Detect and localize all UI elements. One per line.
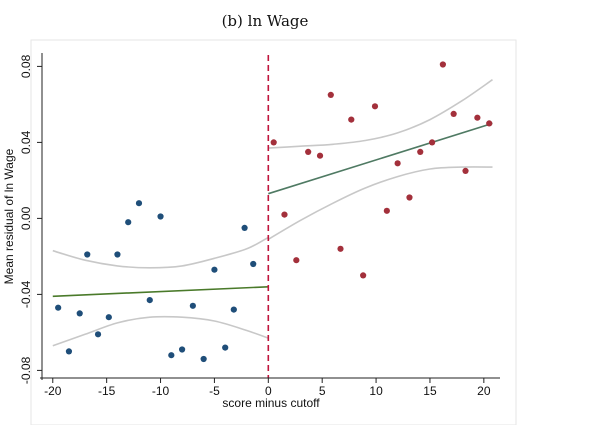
x-tick-label: 15 bbox=[423, 384, 437, 398]
y-tick-label: 0.04 bbox=[19, 130, 33, 154]
point-left bbox=[222, 344, 229, 351]
x-axis-title: score minus cutoff bbox=[222, 396, 320, 410]
point-left bbox=[65, 348, 73, 355]
point-left bbox=[114, 251, 121, 258]
x-tick-label: -10 bbox=[152, 384, 170, 398]
point-right bbox=[450, 110, 457, 117]
y-tick-label: 0.00 bbox=[19, 206, 33, 230]
point-right bbox=[417, 148, 424, 155]
x-tick-label: -20 bbox=[44, 384, 62, 398]
point-right bbox=[429, 139, 436, 146]
x-tick-label: -5 bbox=[209, 384, 220, 398]
ci-band-left-lower bbox=[52, 315, 269, 347]
point-left bbox=[178, 346, 186, 353]
axes bbox=[37, 53, 500, 383]
y-tick-label: 0.08 bbox=[19, 54, 33, 78]
point-right bbox=[383, 207, 390, 214]
point-right bbox=[394, 160, 401, 167]
point-right bbox=[348, 116, 355, 123]
point-right bbox=[439, 61, 446, 68]
ci-band-right-upper bbox=[268, 79, 493, 149]
y-tick-label: -0.08 bbox=[19, 356, 33, 384]
fit-line-left bbox=[52, 286, 269, 298]
point-right bbox=[281, 211, 288, 218]
point-right bbox=[360, 272, 367, 279]
fit-lines bbox=[52, 122, 493, 298]
point-left bbox=[125, 219, 132, 226]
point-left bbox=[84, 251, 91, 258]
point-right bbox=[474, 114, 481, 121]
y-axis-title: Mean residual of ln Wage bbox=[2, 148, 16, 284]
chart-subtitle: (b) ln Wage bbox=[221, 12, 309, 30]
point-left bbox=[168, 352, 175, 359]
point-left bbox=[94, 331, 102, 338]
x-tick-label: 5 bbox=[319, 384, 326, 398]
y-tick-label: -0.04 bbox=[19, 280, 33, 308]
point-left bbox=[241, 224, 248, 231]
point-right bbox=[486, 120, 493, 127]
point-left bbox=[211, 266, 218, 273]
point-right bbox=[462, 167, 469, 174]
point-left bbox=[105, 314, 112, 321]
fit-line-right bbox=[268, 122, 493, 195]
point-left bbox=[76, 310, 83, 317]
point-right bbox=[293, 257, 300, 264]
point-left bbox=[189, 302, 196, 309]
x-tick-label: 20 bbox=[477, 384, 491, 398]
point-left bbox=[55, 304, 62, 311]
x-tick-label: 10 bbox=[369, 384, 383, 398]
ci-band-right-lower bbox=[267, 166, 493, 240]
point-right bbox=[270, 139, 277, 146]
point-left bbox=[230, 306, 237, 313]
confidence-bands bbox=[52, 79, 493, 347]
axis-tick-labels: -20 -15 -10 -5 0 5 10 15 20 -0.08 -0.04 0.00 0.04 0.0… bbox=[19, 54, 491, 398]
data-points bbox=[55, 61, 493, 363]
ci-band-left-upper bbox=[52, 236, 269, 269]
point-right bbox=[371, 103, 379, 110]
x-tick-label: 0 bbox=[265, 384, 272, 398]
plot-background bbox=[30, 39, 517, 425]
point-left bbox=[250, 260, 257, 268]
point-left bbox=[157, 213, 164, 220]
point-left bbox=[146, 297, 153, 304]
point-left bbox=[135, 200, 143, 207]
point-left bbox=[200, 355, 207, 363]
x-tick-label: -15 bbox=[98, 384, 116, 398]
point-right bbox=[337, 245, 344, 252]
point-right bbox=[316, 152, 324, 159]
point-right bbox=[327, 91, 334, 98]
point-right bbox=[406, 194, 413, 201]
point-right bbox=[305, 148, 312, 155]
